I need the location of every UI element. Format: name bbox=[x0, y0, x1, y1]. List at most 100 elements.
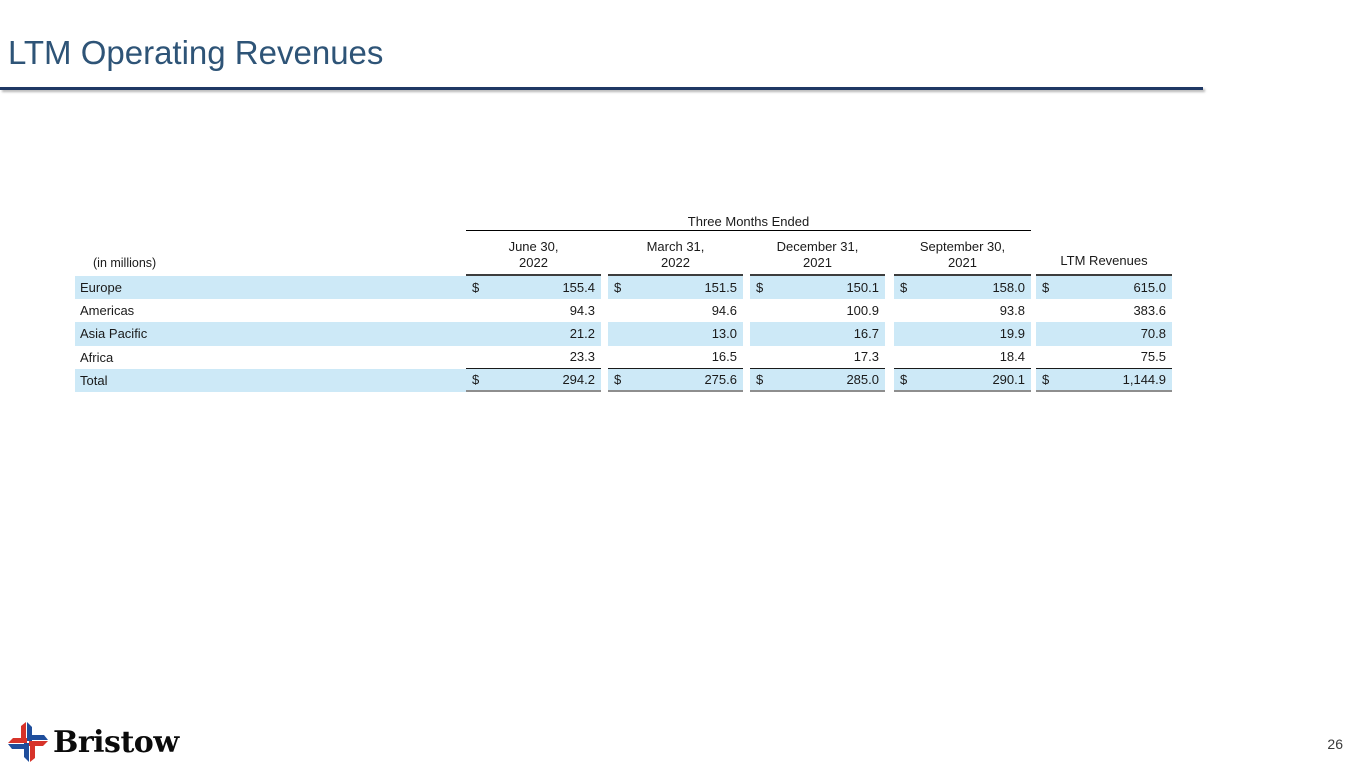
value-text: 290.1 bbox=[992, 371, 1025, 387]
cell-value: 383.6 bbox=[1036, 299, 1172, 322]
cell-value: 17.3 bbox=[750, 346, 885, 369]
value-text: 16.5 bbox=[711, 349, 737, 365]
row-label: Asia Pacific bbox=[75, 322, 466, 346]
column-header-march-2022: March 31, 2022 bbox=[608, 231, 743, 276]
cell-value: $1,144.9 bbox=[1036, 368, 1172, 392]
value-text: 155.4 bbox=[562, 280, 595, 296]
table-row: Total $294.2 $275.6 $285.0 $290.1 $1,144.9 bbox=[75, 368, 1172, 392]
cell-value: 21.2 bbox=[466, 322, 601, 346]
currency-symbol: $ bbox=[472, 280, 480, 296]
table-row: Europe $155.4 $151.5 $150.1 $158.0 $615.0 bbox=[75, 276, 1172, 300]
value-text: 294.2 bbox=[562, 371, 595, 387]
column-gap bbox=[885, 346, 894, 369]
table-column-header-row: (in millions) June 30, 2022 March 31, 20… bbox=[75, 231, 1172, 276]
cell-value: $158.0 bbox=[894, 276, 1031, 300]
currency-symbol: $ bbox=[472, 371, 480, 387]
currency-symbol: $ bbox=[900, 280, 908, 296]
column-header-december-2021: December 31, 2021 bbox=[750, 231, 885, 276]
currency-symbol: $ bbox=[756, 371, 764, 387]
table-row: Asia Pacific 21.2 13.0 16.7 19.9 70.8 bbox=[75, 322, 1172, 346]
column-gap bbox=[743, 276, 750, 299]
cell-value: $155.4 bbox=[466, 276, 601, 300]
value-text: 151.5 bbox=[704, 280, 737, 296]
row-label: Europe bbox=[75, 276, 466, 300]
column-gap bbox=[601, 322, 608, 345]
column-gap bbox=[885, 369, 894, 392]
cell-value: $290.1 bbox=[894, 368, 1031, 392]
currency-symbol: $ bbox=[614, 280, 622, 296]
table-row: Africa 23.3 16.5 17.3 18.4 75.5 bbox=[75, 346, 1172, 369]
cell-value: 13.0 bbox=[608, 322, 743, 346]
cell-value: 16.7 bbox=[750, 322, 885, 346]
logo-wordmark: Bristow bbox=[53, 724, 179, 760]
value-text: 285.0 bbox=[846, 371, 879, 387]
column-gap bbox=[601, 299, 608, 322]
column-gap bbox=[743, 299, 750, 322]
value-text: 19.9 bbox=[999, 326, 1025, 342]
page-title: LTM Operating Revenues bbox=[8, 34, 384, 71]
cell-value: 19.9 bbox=[894, 322, 1031, 346]
column-gap bbox=[885, 231, 894, 276]
value-text: 100.9 bbox=[846, 303, 879, 319]
cell-value: 100.9 bbox=[750, 299, 885, 322]
value-text: 94.6 bbox=[711, 303, 737, 319]
bristow-pinwheel-icon bbox=[8, 722, 48, 762]
currency-symbol: $ bbox=[756, 280, 764, 296]
table-group-header-row: Three Months Ended bbox=[75, 212, 1172, 231]
units-label: (in millions) bbox=[93, 256, 157, 270]
column-gap bbox=[601, 231, 608, 276]
value-text: 70.8 bbox=[1140, 326, 1166, 342]
cell-value: $294.2 bbox=[466, 368, 601, 392]
column-gap bbox=[743, 346, 750, 369]
cell-value: 94.3 bbox=[466, 299, 601, 322]
cell-value: 75.5 bbox=[1036, 346, 1172, 369]
value-text: 94.3 bbox=[569, 303, 595, 319]
column-gap bbox=[601, 346, 608, 369]
value-text: 18.4 bbox=[999, 349, 1025, 365]
column-gap bbox=[885, 299, 894, 322]
value-text: 13.0 bbox=[711, 326, 737, 342]
column-gap bbox=[743, 231, 750, 276]
value-text: 17.3 bbox=[853, 349, 879, 365]
cell-value: 16.5 bbox=[608, 346, 743, 369]
value-text: 1,144.9 bbox=[1122, 371, 1166, 387]
cell-value: 23.3 bbox=[466, 346, 601, 369]
value-text: 75.5 bbox=[1140, 349, 1166, 365]
row-label: Americas bbox=[80, 303, 135, 319]
column-gap bbox=[743, 369, 750, 392]
cell-value: $150.1 bbox=[750, 276, 885, 300]
value-text: 93.8 bbox=[999, 303, 1025, 319]
value-text: 383.6 bbox=[1133, 303, 1166, 319]
cell-value: $151.5 bbox=[608, 276, 743, 300]
column-header-june-2022: June 30, 2022 bbox=[466, 231, 601, 276]
column-header-september-2021: September 30, 2021 bbox=[894, 231, 1031, 276]
cell-value: $285.0 bbox=[750, 368, 885, 392]
column-gap bbox=[885, 322, 894, 345]
cell-value: 94.6 bbox=[608, 299, 743, 322]
page-number: 26 bbox=[1327, 736, 1343, 752]
title-divider bbox=[0, 87, 1203, 90]
table-body: Europe $155.4 $151.5 $150.1 $158.0 $615.0 Amer… bbox=[75, 276, 1172, 392]
column-gap bbox=[885, 276, 894, 299]
bristow-logo: Bristow bbox=[8, 720, 179, 764]
cell-value: $615.0 bbox=[1036, 276, 1172, 300]
cell-value: 18.4 bbox=[894, 346, 1031, 369]
value-text: 275.6 bbox=[704, 371, 737, 387]
cell-value: 70.8 bbox=[1036, 322, 1172, 346]
currency-symbol: $ bbox=[900, 371, 908, 387]
column-gap bbox=[601, 276, 608, 299]
cell-value: 93.8 bbox=[894, 299, 1031, 322]
group-header: Three Months Ended bbox=[466, 214, 1031, 231]
value-text: 150.1 bbox=[846, 280, 879, 296]
value-text: 16.7 bbox=[853, 326, 879, 342]
currency-symbol: $ bbox=[614, 371, 622, 387]
column-header-ltm-revenues: LTM Revenues bbox=[1036, 231, 1172, 276]
row-label: Africa bbox=[80, 349, 114, 365]
cell-value: $275.6 bbox=[608, 368, 743, 392]
row-label: Total bbox=[75, 368, 466, 392]
value-text: 615.0 bbox=[1133, 280, 1166, 296]
currency-symbol: $ bbox=[1042, 371, 1050, 387]
value-text: 21.2 bbox=[569, 326, 595, 342]
ltm-revenues-table: Three Months Ended (in millions) June 30… bbox=[75, 212, 1172, 392]
value-text: 23.3 bbox=[569, 349, 595, 365]
